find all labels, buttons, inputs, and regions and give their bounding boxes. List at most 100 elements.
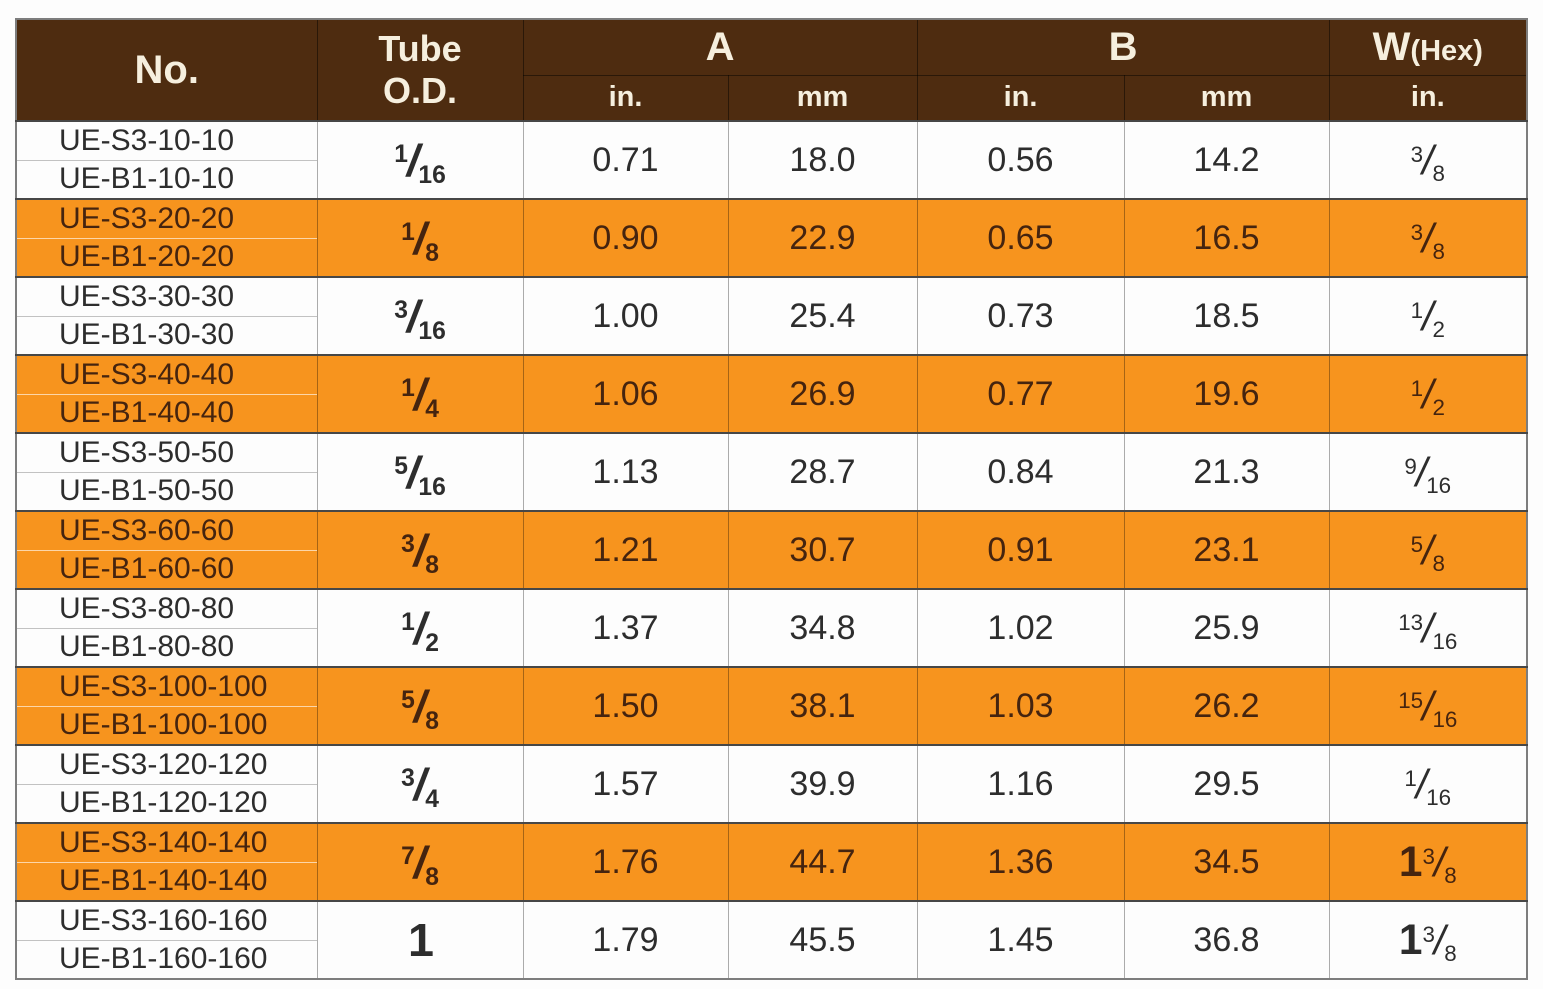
- fraction-denominator: 8: [1432, 160, 1445, 186]
- part-number-cell: UE-S3-10-10: [15, 120, 318, 160]
- b-in-cell: 0.77: [916, 354, 1125, 433]
- tube-od-cell: 1: [316, 900, 524, 979]
- spec-table: No. Tube O.D. A B W(Hex) in. mm in. mm i…: [15, 18, 1529, 980]
- b-in-cell: 1.03: [916, 666, 1125, 745]
- w-hex-cell: 1/2: [1328, 276, 1528, 355]
- table-row: UE-B1-10-10: [15, 159, 1527, 199]
- fraction-denominator: 2: [1432, 316, 1445, 342]
- part-number-cell: UE-B1-140-140: [15, 861, 318, 901]
- tube-od-cell: 1/2: [316, 588, 524, 667]
- b-mm-cell: 21.3: [1123, 432, 1330, 511]
- b-in-cell: 1.16: [916, 744, 1125, 823]
- b-mm-cell: 19.6: [1123, 354, 1330, 433]
- a-in-cell: 1.37: [522, 588, 729, 667]
- table-row: UE-S3-160-160 1 1.79 45.5 1.45 36.8 13/8: [15, 900, 1528, 979]
- a-mm-cell: 26.9: [727, 354, 918, 433]
- a-in-cell: 0.71: [522, 120, 729, 199]
- column-header-a: A: [522, 18, 918, 76]
- column-header-tube-od: Tube O.D.: [316, 18, 524, 122]
- b-in-cell: 0.91: [916, 510, 1125, 589]
- a-mm-cell: 28.7: [727, 432, 918, 511]
- fraction-slash: /: [413, 525, 427, 576]
- fraction-numerator: 3: [394, 297, 408, 325]
- unit-header-b-in: in.: [916, 74, 1125, 122]
- b-in-cell: 0.56: [916, 120, 1125, 199]
- fraction-slash: /: [413, 603, 427, 654]
- fraction-slash: /: [1422, 371, 1434, 417]
- table-row: UE-B1-60-60: [15, 549, 1527, 589]
- table-row: UE-S3-100-100 5/8 1.50 38.1 1.03 26.2 15…: [15, 666, 1528, 745]
- b-mm-cell: 25.9: [1123, 588, 1330, 667]
- fraction-denominator: 2: [1432, 394, 1445, 420]
- table-row: UE-B1-160-160: [15, 939, 1527, 979]
- a-mm-cell: 34.8: [727, 588, 918, 667]
- header-units-row: in. mm in. mm in.: [16, 74, 1528, 122]
- part-number-cell: UE-B1-100-100: [15, 705, 318, 745]
- fraction-numerator: 3: [1410, 219, 1424, 245]
- a-mm-cell: 25.4: [727, 276, 918, 355]
- w-hex-cell: 1/2: [1328, 354, 1528, 433]
- table-row: UE-S3-50-50 5/16 1.13 28.7 0.84 21.3 9/1…: [15, 432, 1528, 511]
- b-mm-cell: 29.5: [1123, 744, 1330, 823]
- table-row: UE-B1-50-50: [15, 471, 1527, 511]
- a-in-cell: 1.76: [522, 822, 729, 901]
- part-number-cell: UE-B1-50-50: [15, 471, 318, 511]
- part-number-cell: UE-S3-40-40: [15, 354, 318, 394]
- fraction-denominator: 8: [425, 552, 439, 580]
- fraction-whole: 1: [408, 914, 434, 966]
- a-mm-cell: 22.9: [727, 198, 918, 277]
- a-mm-cell: 30.7: [727, 510, 918, 589]
- fraction-slash: /: [1433, 917, 1446, 963]
- part-number-cell: UE-B1-80-80: [15, 627, 318, 667]
- fraction-denominator: 8: [1432, 238, 1445, 264]
- fraction-denominator: 16: [1426, 784, 1452, 810]
- fraction-slash: /: [413, 213, 427, 264]
- unit-header-a-in: in.: [522, 74, 729, 122]
- fraction-numerator: 1: [1410, 375, 1424, 401]
- fraction-numerator: 1: [1410, 297, 1424, 323]
- part-number-cell: UE-B1-30-30: [15, 315, 318, 355]
- w-hex-cell: 13/8: [1328, 822, 1528, 901]
- part-number-cell: UE-S3-20-20: [15, 198, 318, 238]
- fraction-slash: /: [1422, 683, 1434, 729]
- part-number-cell: UE-B1-160-160: [15, 939, 318, 979]
- fraction-numerator: 3: [1422, 921, 1435, 947]
- tube-od-cell: 7/8: [316, 822, 524, 901]
- column-header-w-hex: W(Hex): [1328, 18, 1528, 76]
- a-mm-cell: 45.5: [727, 900, 918, 979]
- tube-od-cell: 1/4: [316, 354, 524, 433]
- w-header-main: W: [1372, 24, 1411, 69]
- tube-od-cell: 5/16: [316, 432, 524, 511]
- fraction-numerator: 1: [1404, 765, 1417, 791]
- b-mm-cell: 34.5: [1123, 822, 1330, 901]
- fraction-slash: /: [1422, 605, 1434, 651]
- fraction-slash: /: [413, 837, 427, 888]
- fraction-slash: /: [1422, 137, 1434, 183]
- fraction-denominator: 2: [425, 630, 439, 658]
- table-row: UE-B1-40-40: [15, 393, 1527, 433]
- fraction-numerator: 1: [401, 219, 415, 247]
- part-number-cell: UE-S3-80-80: [15, 588, 318, 628]
- w-header-paren: (Hex): [1410, 34, 1483, 67]
- part-number-cell: UE-S3-140-140: [15, 822, 318, 862]
- fraction-denominator: 8: [425, 240, 439, 268]
- part-number-cell: UE-B1-120-120: [15, 783, 318, 823]
- tube-od-cell: 3/16: [316, 276, 524, 355]
- fraction-denominator: 8: [1432, 550, 1445, 576]
- column-header-b: B: [916, 18, 1330, 76]
- fraction-numerator: 3: [401, 765, 415, 793]
- header-group-row: No. Tube O.D. A B W(Hex): [15, 18, 1528, 122]
- a-in-cell: 1.13: [522, 432, 729, 511]
- table-body: UE-S3-10-10 1/16 0.71 18.0 0.56 14.2 3/8…: [15, 120, 1528, 979]
- tube-header-line1: Tube: [378, 27, 462, 69]
- fraction-denominator: 16: [1426, 472, 1452, 498]
- part-number-cell: UE-S3-50-50: [15, 432, 318, 472]
- tube-od-cell: 1/16: [316, 120, 524, 199]
- fraction-numerator: 15: [1398, 687, 1424, 713]
- fraction-denominator: 8: [1444, 940, 1457, 966]
- b-mm-cell: 36.8: [1123, 900, 1330, 979]
- fraction-denominator: 16: [418, 318, 446, 346]
- fraction-denominator: 16: [1432, 628, 1458, 654]
- fraction-slash: /: [406, 135, 420, 186]
- b-in-cell: 0.73: [916, 276, 1125, 355]
